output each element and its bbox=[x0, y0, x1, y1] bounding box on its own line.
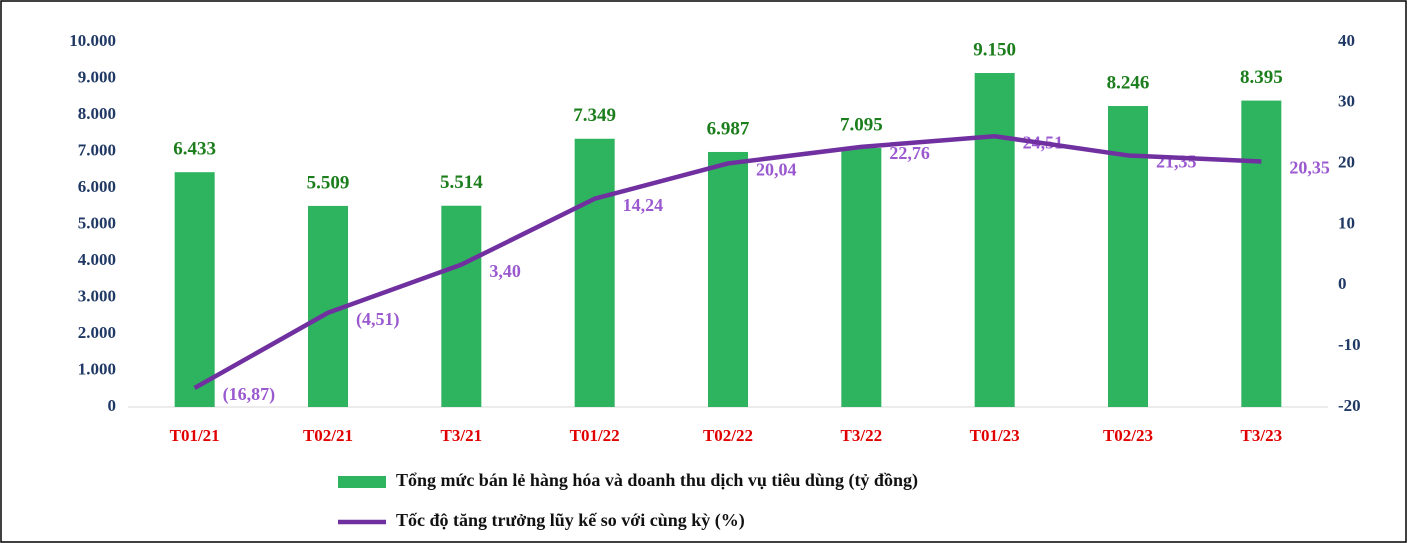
bar-value-label: 6.987 bbox=[707, 118, 750, 139]
bar-value-label: 6.433 bbox=[173, 139, 216, 160]
y-tick-label: 0 bbox=[108, 396, 117, 415]
bar-value-label: 7.095 bbox=[840, 114, 883, 135]
line-value-label: 21,35 bbox=[1156, 152, 1197, 172]
bar bbox=[441, 205, 482, 407]
y2-tick-label: 40 bbox=[1338, 31, 1355, 50]
legend-label: Tốc độ tăng trưởng lũy kế so với cùng kỳ… bbox=[396, 510, 745, 531]
y-tick-label: 4.000 bbox=[78, 250, 116, 269]
bar bbox=[708, 151, 748, 407]
x-tick-label: T01/21 bbox=[170, 426, 220, 445]
bar bbox=[841, 148, 882, 407]
line-value-label: 3,40 bbox=[489, 261, 521, 281]
y2-tick-label: 30 bbox=[1338, 92, 1355, 111]
line bbox=[193, 133, 1262, 390]
line-value-label: 20,04 bbox=[756, 160, 797, 180]
y-tick-label: 1.000 bbox=[78, 359, 116, 378]
y-tick-label: 9.000 bbox=[78, 67, 116, 86]
x-tick-label: T3/21 bbox=[441, 426, 483, 445]
y2-tick-label: -10 bbox=[1338, 335, 1361, 354]
bar-value-label: 5.514 bbox=[440, 172, 483, 193]
x-tick-label: T3/23 bbox=[1241, 426, 1283, 445]
bar bbox=[1241, 100, 1282, 408]
bar-value-label: 9.150 bbox=[973, 39, 1016, 60]
y2-tick-label: 10 bbox=[1338, 213, 1355, 232]
x-tick-label: T01/23 bbox=[970, 426, 1020, 445]
y-tick-label: 6.000 bbox=[78, 177, 116, 196]
x-tick-label: T02/21 bbox=[303, 426, 353, 445]
x-tick-label: T02/22 bbox=[703, 426, 753, 445]
legend-label: Tổng mức bán lẻ hàng hóa và doanh thu dị… bbox=[396, 470, 918, 491]
line-value-label: 14,24 bbox=[623, 195, 664, 215]
line-value-label: 22,76 bbox=[889, 143, 930, 163]
y-tick-label: 8.000 bbox=[78, 104, 116, 123]
bar-value-label: 5.509 bbox=[307, 172, 350, 193]
y-tick-label: 5.000 bbox=[78, 213, 116, 232]
y2-tick-label: 20 bbox=[1338, 153, 1355, 172]
y-tick-label: 2.000 bbox=[78, 323, 116, 342]
y2-tick-label: -20 bbox=[1338, 396, 1361, 415]
bar bbox=[574, 138, 615, 407]
x-tick-label: T01/22 bbox=[570, 426, 620, 445]
y-tick-label: 10.000 bbox=[69, 31, 116, 50]
y-tick-label: 7.000 bbox=[78, 140, 116, 159]
bar bbox=[974, 73, 1015, 408]
bar-value-label: 7.349 bbox=[573, 105, 616, 126]
y2-tick-label: 0 bbox=[1338, 274, 1347, 293]
bar bbox=[174, 172, 215, 407]
x-tick-label: T02/23 bbox=[1103, 426, 1153, 445]
line-value-label: (4,51) bbox=[356, 309, 400, 330]
bar-value-label: 8.395 bbox=[1240, 67, 1283, 88]
line-value-label: 20,35 bbox=[1289, 158, 1330, 178]
bar-value-label: 8.246 bbox=[1107, 72, 1150, 93]
legend-swatch bbox=[338, 476, 386, 488]
line-value-label: (16,87) bbox=[223, 384, 276, 405]
x-tick-label: T3/22 bbox=[841, 426, 883, 445]
y-tick-label: 3.000 bbox=[78, 286, 116, 305]
